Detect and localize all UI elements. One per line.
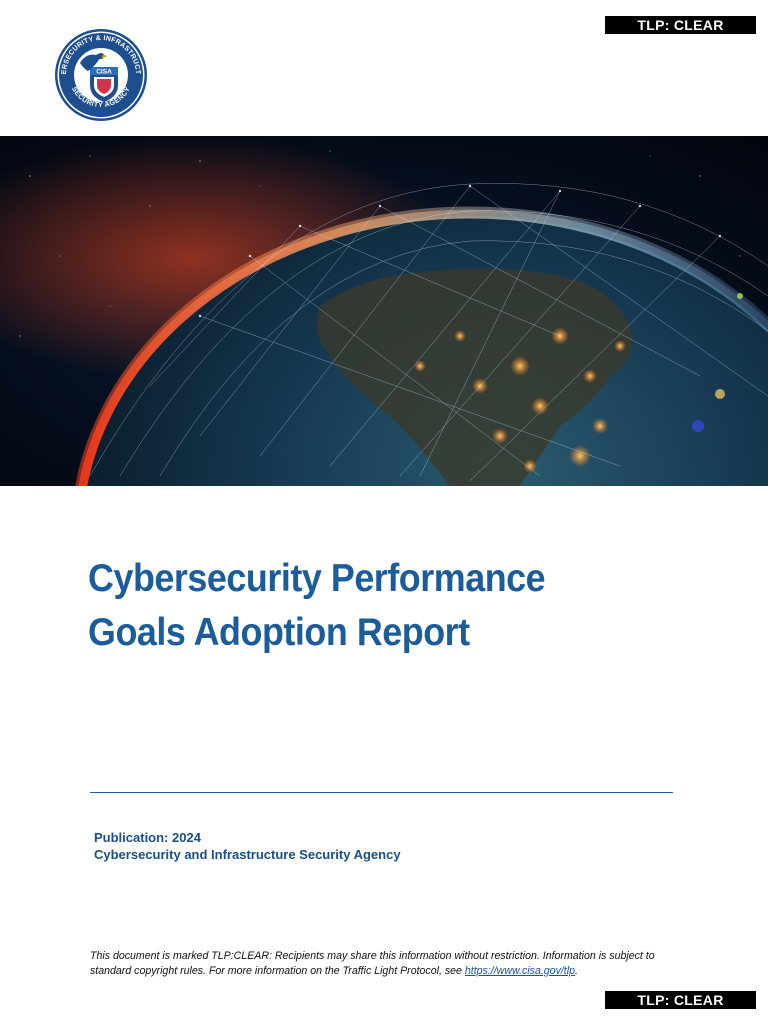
cisa-seal-icon: CYBERSECURITY & INFRASTRUCTURE SECURITY … [51,22,147,121]
disclaimer-text: This document is marked TLP:CLEAR: Recip… [90,950,655,977]
tlp-disclaimer: This document is marked TLP:CLEAR: Recip… [90,949,690,979]
tlp-badge-bottom: TLP: CLEAR [605,991,756,1009]
publication-date: Publication: 2024 [94,830,201,845]
disclaimer-end: . [575,965,578,977]
title-line-1: Cybersecurity Performance [88,557,546,600]
page-title: Cybersecurity Performance Goals Adoption… [88,552,658,660]
tlp-link[interactable]: https://www.cisa.gov/tlp [464,965,575,977]
title-line-2: Goals Adoption Report [88,611,470,654]
svg-text:CISA: CISA [96,69,112,76]
earth-network-hero-image [0,136,768,486]
tlp-badge-top: TLP: CLEAR [605,16,756,34]
cisa-seal-logo: CYBERSECURITY & INFRASTRUCTURE SECURITY … [51,22,148,123]
publication-info: Publication: 2024 Cybersecurity and Infr… [94,829,401,863]
earth-network-icon [0,136,768,486]
horizontal-divider [90,792,673,793]
publication-agency: Cybersecurity and Infrastructure Securit… [94,847,401,862]
